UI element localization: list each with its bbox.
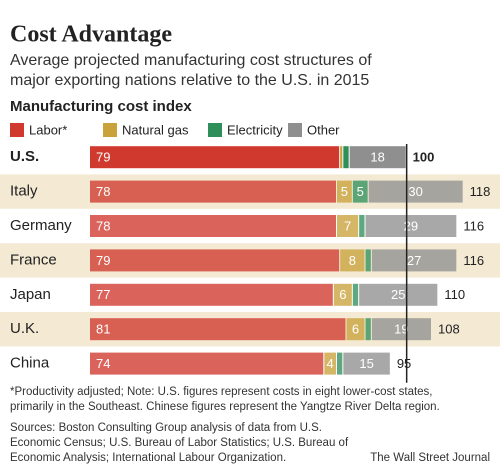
value-label: 18 — [370, 150, 384, 165]
value-label: 27 — [407, 253, 421, 268]
legend-swatch — [10, 123, 24, 137]
bar-segment — [90, 146, 340, 169]
legend-swatch — [288, 123, 302, 137]
bar-segment — [90, 283, 333, 306]
note: primarily in the Southeast. Chinese figu… — [10, 401, 440, 413]
subtitle: major exporting nations relative to the … — [10, 72, 369, 89]
bar-segment — [365, 249, 371, 272]
total-label: 116 — [463, 218, 484, 233]
bar-segment — [346, 318, 365, 341]
value-label: 74 — [96, 356, 110, 371]
total-label: 95 — [397, 356, 411, 371]
total-label: 108 — [438, 322, 460, 337]
bar-segment — [337, 215, 359, 237]
bar-segment — [352, 180, 368, 203]
bar-segment — [343, 352, 390, 375]
value-label: Manufacturing cost index — [10, 98, 192, 115]
bar-segment — [333, 283, 352, 306]
value-label: 6 — [339, 287, 346, 302]
value-label: 77 — [96, 287, 110, 302]
category-label: Italy — [10, 183, 38, 200]
legend-label: Electricity — [227, 122, 283, 137]
bar-segment — [340, 249, 365, 272]
value-label: 19 — [394, 322, 408, 337]
total-label: 118 — [470, 184, 491, 199]
value-label: 7 — [344, 218, 351, 233]
bar-segment — [359, 215, 365, 237]
bar-segment — [337, 180, 352, 203]
bar-segment — [90, 215, 336, 237]
total-label: 110 — [444, 287, 465, 302]
subtitle: Average projected manufacturing cost str… — [10, 52, 372, 69]
bar-segment — [352, 283, 359, 306]
value-label: 78 — [96, 218, 110, 233]
category-label: China — [10, 355, 50, 372]
category-label: Germany — [10, 217, 72, 234]
value-label: 81 — [96, 322, 110, 337]
category-label: U.S. — [10, 148, 39, 165]
legend-label: Labor* — [29, 122, 67, 137]
bar-segment — [90, 180, 336, 203]
note: *Productivity adjusted; Note: U.S. figur… — [10, 386, 433, 398]
bar-segment — [337, 352, 343, 375]
bar-segment — [359, 283, 438, 306]
legend-swatch — [103, 123, 117, 137]
value-label: 29 — [404, 218, 418, 233]
bar-segment — [324, 352, 336, 375]
value-label: 4 — [327, 356, 334, 371]
source: Economic Census; U.S. Bureau of Labor St… — [10, 437, 349, 449]
legend-swatch — [208, 123, 222, 137]
bar-segment — [340, 146, 343, 169]
total-label: 100 — [413, 150, 435, 165]
bar-segment — [90, 352, 324, 375]
chart-title: Cost Advantage — [10, 22, 172, 48]
category-label: Japan — [10, 286, 51, 303]
legend-label: Other — [307, 122, 340, 137]
category-label: France — [10, 251, 57, 268]
bar-segment — [90, 249, 340, 272]
source: Sources: Boston Consulting Group analysi… — [10, 422, 322, 434]
bar-segment — [368, 180, 463, 203]
bar-segment — [343, 146, 349, 169]
value-label: 5 — [357, 184, 364, 199]
value-label: 78 — [96, 184, 110, 199]
value-label: 25 — [391, 287, 405, 302]
bar-segment — [90, 318, 346, 341]
value-label: 30 — [408, 184, 422, 199]
value-label: 79 — [96, 150, 110, 165]
bar-segment — [349, 146, 406, 169]
bar-segment — [371, 318, 431, 341]
value-label: 79 — [96, 253, 110, 268]
value-label: 5 — [341, 184, 348, 199]
bar-segment — [371, 249, 457, 272]
value-label: 6 — [352, 322, 359, 337]
source: Economic Analysis; International Labour … — [10, 452, 286, 464]
value-label: 8 — [349, 253, 356, 268]
credit: The Wall Street Journal — [370, 452, 490, 464]
category-label: U.K. — [10, 320, 39, 337]
value-label: 15 — [359, 356, 373, 371]
total-label: 116 — [463, 253, 484, 268]
bar-segment — [365, 318, 371, 341]
bar-segment — [365, 215, 457, 237]
legend-label: Natural gas — [122, 122, 189, 137]
